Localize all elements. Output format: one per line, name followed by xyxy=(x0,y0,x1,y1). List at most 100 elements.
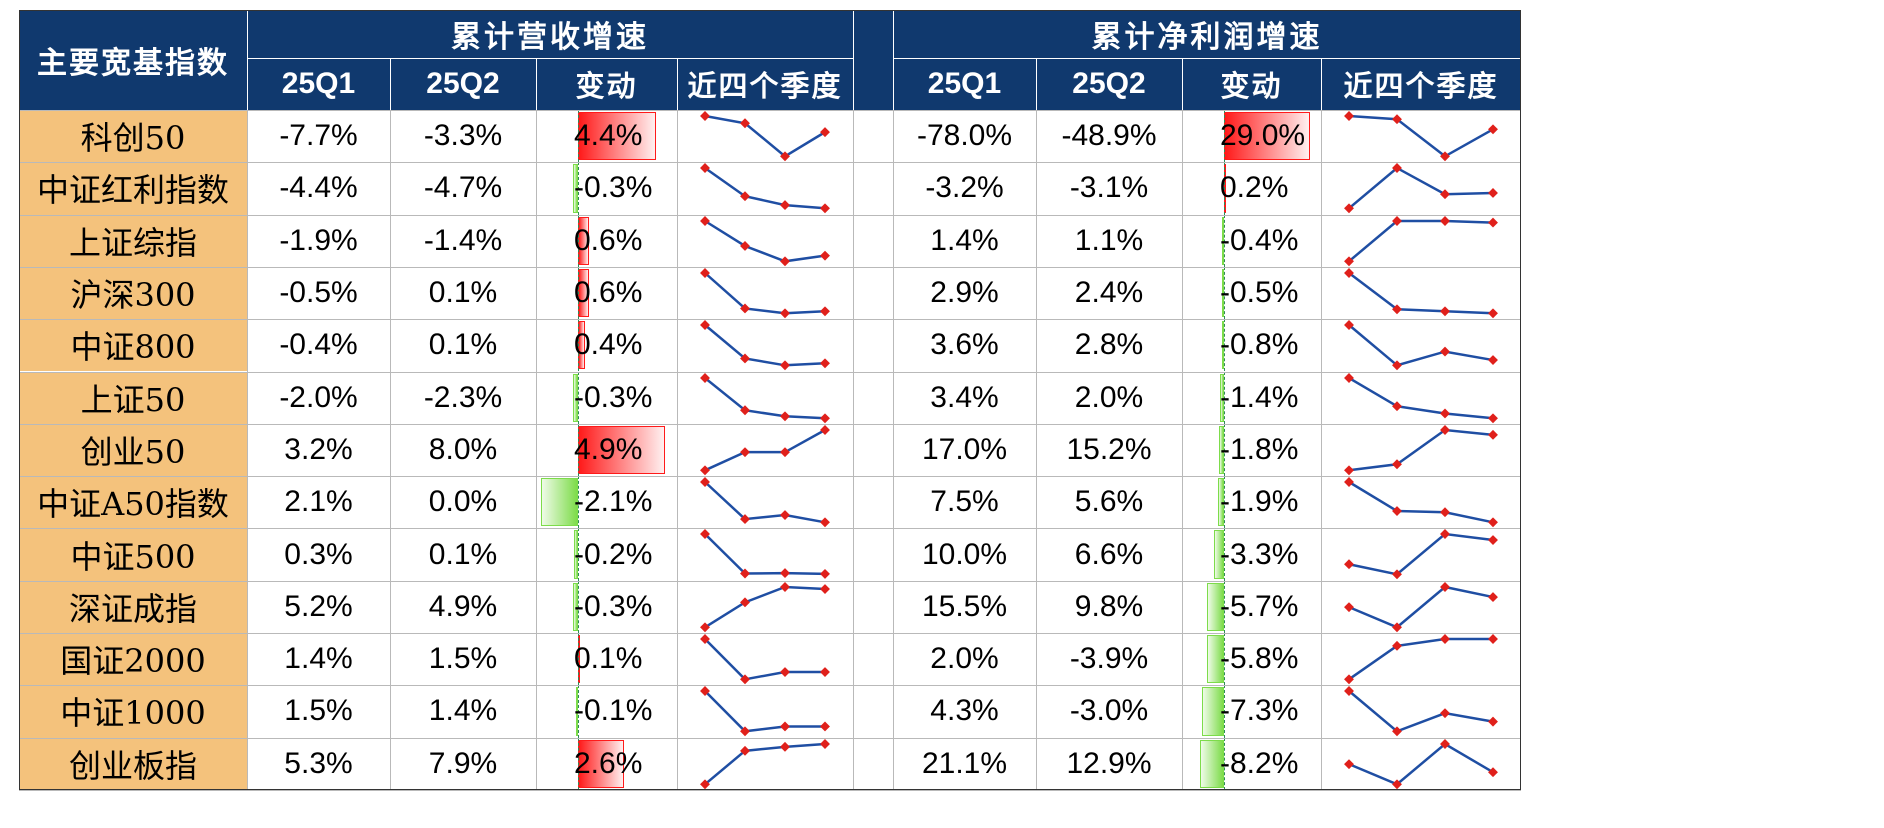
profit-sparkline-cell xyxy=(1321,215,1521,267)
profit-sparkline-point-3 xyxy=(1488,716,1498,727)
spacer-cell xyxy=(853,162,893,214)
revenue-25q1-value: 3.2% xyxy=(284,432,353,466)
revenue-change-cell: 0.4% xyxy=(536,319,677,372)
revenue-change-bar xyxy=(540,478,578,527)
profit-sparkline-point-3 xyxy=(1488,634,1498,644)
revenue-change-cell: -0.3% xyxy=(536,162,677,215)
column-divider xyxy=(893,110,894,790)
column-divider xyxy=(1520,110,1521,790)
profit-sparkline-point-2 xyxy=(1440,215,1450,226)
profit-sparkline-point-3 xyxy=(1488,412,1498,423)
revenue-sparkline-cell xyxy=(677,372,853,424)
revenue-sparkline-point-0 xyxy=(700,320,710,331)
profit-sparkline xyxy=(1344,111,1498,162)
revenue-sparkline-point-2 xyxy=(780,255,790,266)
revenue-25q1-value: 5.3% xyxy=(284,746,353,780)
profit-change-value: -1.4% xyxy=(1220,380,1299,414)
revenue-change-axis xyxy=(578,580,579,633)
profit-sparkline-cell xyxy=(1321,372,1521,424)
row-divider xyxy=(19,790,1521,791)
profit-sparkline-point-0 xyxy=(1344,267,1354,278)
revenue-change-value: 0.1% xyxy=(574,642,643,676)
profit-sparkline-cell xyxy=(1321,581,1521,633)
revenue-sparkline-point-1 xyxy=(740,303,750,314)
revenue-sparkline-point-3 xyxy=(820,721,830,732)
revenue-25q1-value: -4.4% xyxy=(279,171,358,205)
revenue-sparkline-point-0 xyxy=(700,372,710,383)
profit-change-cell: -0.8% xyxy=(1182,319,1321,372)
revenue-25q2-value: 0.0% xyxy=(428,485,498,519)
revenue-subheader-trend: 近四个季度 xyxy=(677,58,853,110)
profit-sparkline-point-2 xyxy=(1440,306,1450,317)
profit-subheader-trend: 近四个季度 xyxy=(1321,58,1521,110)
profit-sparkline-cell xyxy=(1321,319,1521,371)
index-name: 上证50 xyxy=(19,371,247,424)
revenue-sparkline xyxy=(700,581,830,632)
profit-sparkline-cell xyxy=(1321,528,1521,580)
profit-25q2-value: 1.1% xyxy=(1074,223,1144,257)
revenue-sparkline-point-0 xyxy=(700,215,710,226)
revenue-25q1-value: 0.3% xyxy=(284,537,353,571)
revenue-change-cell: 0.1% xyxy=(536,633,677,686)
profit-sparkline-cell xyxy=(1321,110,1521,162)
revenue-25q1-value: 2.1% xyxy=(284,485,353,519)
revenue-sparkline-point-3 xyxy=(820,424,830,435)
row-divider xyxy=(19,424,1521,425)
revenue-change-bar xyxy=(572,582,578,631)
revenue-change-axis xyxy=(578,685,579,738)
revenue-change-cell: -0.3% xyxy=(536,580,677,633)
revenue-change-value: 0.4% xyxy=(574,328,643,362)
profit-25q2-value: -48.9% xyxy=(1061,119,1157,153)
profit-change-bar xyxy=(1222,216,1224,265)
revenue-sparkline-point-2 xyxy=(780,308,790,319)
revenue-sparkline-cell xyxy=(677,738,853,790)
revenue-change-axis xyxy=(578,110,579,163)
revenue-change-value: -0.3% xyxy=(574,171,653,205)
revenue-change-axis xyxy=(578,162,579,215)
revenue-sparkline-point-1 xyxy=(740,404,750,415)
revenue-change-cell: -0.2% xyxy=(536,528,677,581)
spacer-cell xyxy=(853,738,893,790)
revenue-change-value: -0.3% xyxy=(574,380,653,414)
profit-change-value: -7.3% xyxy=(1220,694,1299,728)
profit-change-bar xyxy=(1218,478,1224,527)
profit-25q1-value: 15.5% xyxy=(921,589,1008,623)
profit-sparkline xyxy=(1344,163,1498,214)
header-divider xyxy=(536,58,537,110)
header-divider xyxy=(390,58,391,110)
revenue-change-value: 4.4% xyxy=(574,119,643,153)
profit-subheader-q2: 25Q2 xyxy=(1036,58,1182,110)
profit-change-value: 0.2% xyxy=(1220,171,1289,205)
profit-change-cell: -1.9% xyxy=(1182,476,1321,529)
profit-subheader-q1: 25Q1 xyxy=(893,58,1036,110)
revenue-sparkline-point-0 xyxy=(700,465,710,476)
profit-sparkline-point-0 xyxy=(1344,601,1354,612)
profit-sparkline-point-2 xyxy=(1440,346,1450,357)
profit-sparkline xyxy=(1344,424,1498,476)
revenue-change-value: 2.6% xyxy=(574,746,643,780)
profit-sparkline-path xyxy=(1348,219,1494,262)
profit-change-value: -0.8% xyxy=(1220,328,1299,362)
profit-25q1-value: 3.6% xyxy=(930,328,999,362)
row-divider xyxy=(19,162,1521,163)
profit-sparkline-point-3 xyxy=(1488,355,1498,366)
revenue-sparkline-cell xyxy=(677,267,853,319)
revenue-change-cell: -2.1% xyxy=(536,476,677,529)
revenue-sparkline xyxy=(700,529,830,580)
index-name: 创业50 xyxy=(19,423,247,477)
revenue-change-axis xyxy=(578,371,579,424)
revenue-sparkline-cell xyxy=(677,424,853,476)
revenue-25q2-value: 4.9% xyxy=(428,589,498,623)
profit-25q1-value: 21.1% xyxy=(921,746,1008,780)
spacer-cell xyxy=(853,215,893,267)
profit-sparkline-point-3 xyxy=(1488,766,1498,777)
profit-change-axis xyxy=(1224,319,1225,372)
profit-sparkline-path xyxy=(1348,533,1494,577)
revenue-sparkline-point-3 xyxy=(820,517,830,528)
profit-sparkline-point-0 xyxy=(1344,758,1354,769)
index-name: 中证500 xyxy=(19,528,247,581)
profit-sparkline-cell xyxy=(1321,162,1521,214)
revenue-change-axis xyxy=(578,319,579,372)
revenue-sparkline-point-2 xyxy=(780,667,790,677)
profit-change-axis xyxy=(1224,423,1225,477)
